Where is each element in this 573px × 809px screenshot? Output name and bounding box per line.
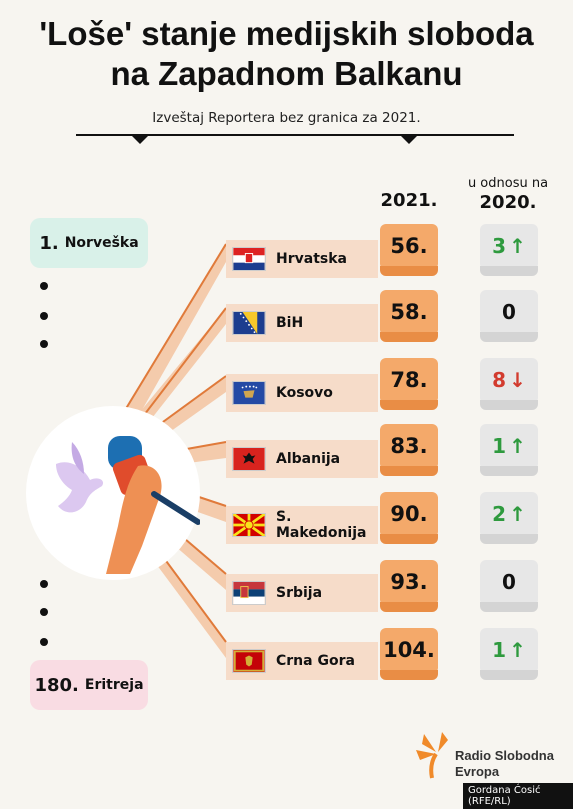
country-name: Crna Gora [276,653,355,669]
change-box: 0 [480,290,538,334]
dove-icon [56,442,104,513]
score-box: 78. [380,358,438,402]
divider-pointer [132,136,148,144]
score-box-base [380,602,438,612]
change-value: 1 [492,638,507,662]
country-name: BiH [276,315,304,331]
change-box: 8 ↓ [480,358,538,402]
change-box-base [480,466,538,476]
dove-microphone-illustration [56,436,201,574]
rank-first-pill: 1. Norveška [30,218,148,268]
country-row-hrvatska: Hrvatska [226,240,378,278]
rank-last-pill: 180. Eritreja [30,660,148,710]
divider [76,134,514,136]
change-box: 3 ↑ [480,224,538,268]
country-name: S. Makedonija [276,509,367,541]
change-value: 2 [492,502,507,526]
change-box: 1 ↑ [480,628,538,672]
logo-text: Radio Slobodna Evropa [455,748,554,780]
score-box: 58. [380,290,438,334]
ellipsis-dot [40,340,48,348]
ellipsis-dot [40,638,48,646]
change-box: 1 ↑ [480,424,538,468]
rank-first-number: 1. [39,232,59,254]
change-box-base [480,602,538,612]
microphone-icon [106,436,201,574]
arrow-down-icon: ↓ [509,368,526,392]
change-box-base [480,670,538,680]
serbia-flag-icon [232,581,266,605]
rank-first-country: Norveška [64,235,139,251]
score-box-base [380,466,438,476]
divider-pointer [401,136,417,144]
country-row-crna-gora: Crna Gora [226,642,378,680]
croatia-flag-icon [232,247,266,271]
montenegro-flag-icon [232,649,266,673]
score-box: 56. [380,224,438,268]
ellipsis-dot [40,608,48,616]
change-value: 0 [502,300,516,324]
score-box: 104. [380,628,438,672]
change-box-base [480,332,538,342]
country-row-srbija: Srbija [226,574,378,612]
change-box-base [480,400,538,410]
page-title: 'Loše' stanje medijskih sloboda na Zapad… [0,14,573,94]
change-box-base [480,534,538,544]
albania-flag-icon [232,447,266,471]
rfe-logo-icon [416,732,448,779]
change-box: 2 ↑ [480,492,538,536]
rank-last-number: 180. [34,674,79,696]
country-name: Srbija [276,585,323,601]
rank-last-country: Eritreja [84,677,144,693]
country-name: Hrvatska [276,251,347,267]
score-box: 90. [380,492,438,536]
logo-line-1: Radio Slobodna [455,748,554,763]
ellipsis-dot [40,312,48,320]
logo-line-2: Evropa [455,764,500,779]
author-credit: Gordana Ćosić (RFE/RL) [463,783,573,809]
score-box-base [380,266,438,276]
country-row-bih: BiH [226,304,378,342]
change-box: 0 [480,560,538,604]
illustration-circle [26,406,201,580]
country-name: Kosovo [276,385,333,401]
column-header-year: 2021. [380,190,438,211]
change-box-base [480,266,538,276]
country-row-albanija: Albanija [226,440,378,478]
title-line-1: 'Loše' stanje medijskih sloboda [39,15,534,52]
column-header-relative: u odnosu na [467,176,549,191]
change-value: 8 [492,368,507,392]
score-box-base [380,400,438,410]
arrow-up-icon: ↑ [509,234,526,258]
score-box-base [380,670,438,680]
title-line-2: na Zapadnom Balkanu [110,55,463,92]
ellipsis-dot [40,282,48,290]
ellipsis-dot [40,580,48,588]
country-row-s-makedonija: S. Makedonija [226,506,378,544]
column-header-previous-year: 2020. [479,192,537,213]
subtitle: Izveštaj Reportera bez granica za 2021. [152,110,421,126]
country-row-kosovo: Kosovo [226,374,378,412]
score-box: 83. [380,424,438,468]
arrow-up-icon: ↑ [509,638,526,662]
change-value: 3 [492,234,507,258]
score-box-base [380,534,438,544]
arrow-up-icon: ↑ [509,434,526,458]
change-value: 0 [502,570,516,594]
arrow-up-icon: ↑ [509,502,526,526]
kosovo-flag-icon [232,381,266,405]
bih-flag-icon [232,311,266,335]
score-box: 93. [380,560,438,604]
change-value: 1 [492,434,507,458]
north-macedonia-flag-icon [232,513,266,537]
score-box-base [380,332,438,342]
country-name: Albanija [276,451,341,467]
